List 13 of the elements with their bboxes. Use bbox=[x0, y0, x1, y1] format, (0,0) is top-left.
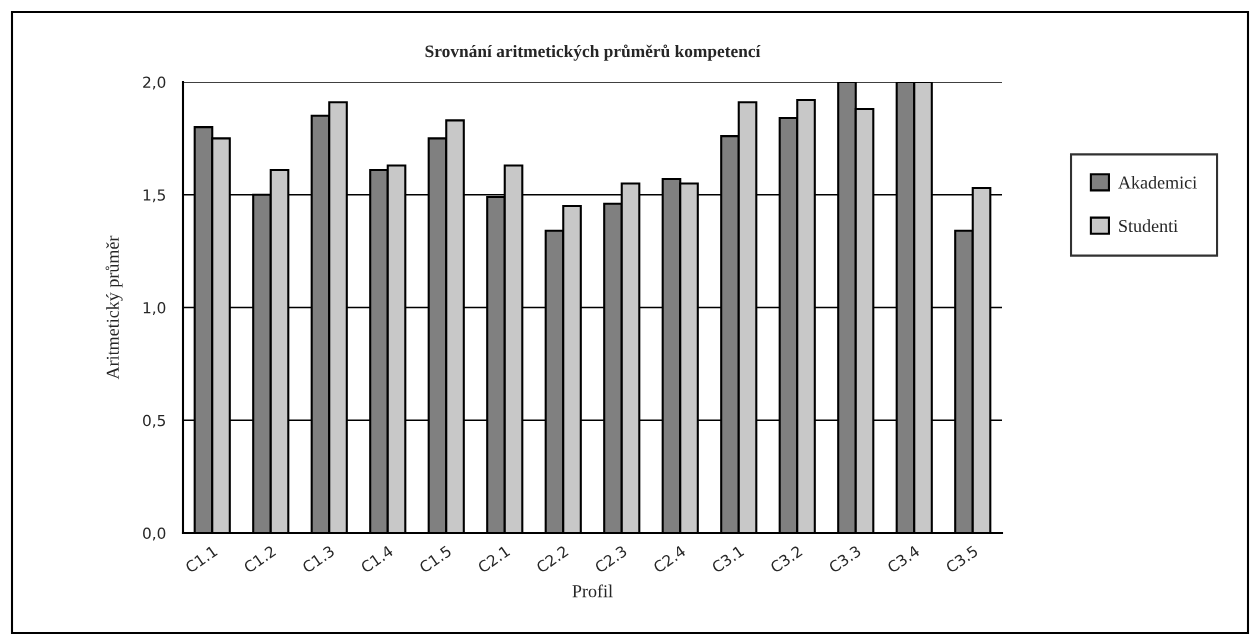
x-tick-label: C2.1 bbox=[476, 545, 511, 574]
y-tick-label: 2,0 bbox=[143, 76, 166, 90]
legend-label: Akademici bbox=[1118, 175, 1197, 189]
x-axis-title: Profil bbox=[572, 584, 613, 598]
legend-label: Studenti bbox=[1119, 219, 1178, 233]
y-tick-label: 0,5 bbox=[143, 414, 165, 428]
chart-title: Srovnání aritmetických průměrů kompetencí bbox=[425, 44, 761, 61]
y-tick-label: 0,0 bbox=[143, 527, 166, 541]
y-tick-label: 1,0 bbox=[143, 301, 166, 316]
y-axis-title: Aritmetický průměr bbox=[105, 235, 123, 380]
y-tick-label: 1,5 bbox=[143, 189, 165, 203]
x-tick-label: C1.1 bbox=[184, 545, 218, 574]
x-tick-label: C3.1 bbox=[710, 545, 745, 574]
